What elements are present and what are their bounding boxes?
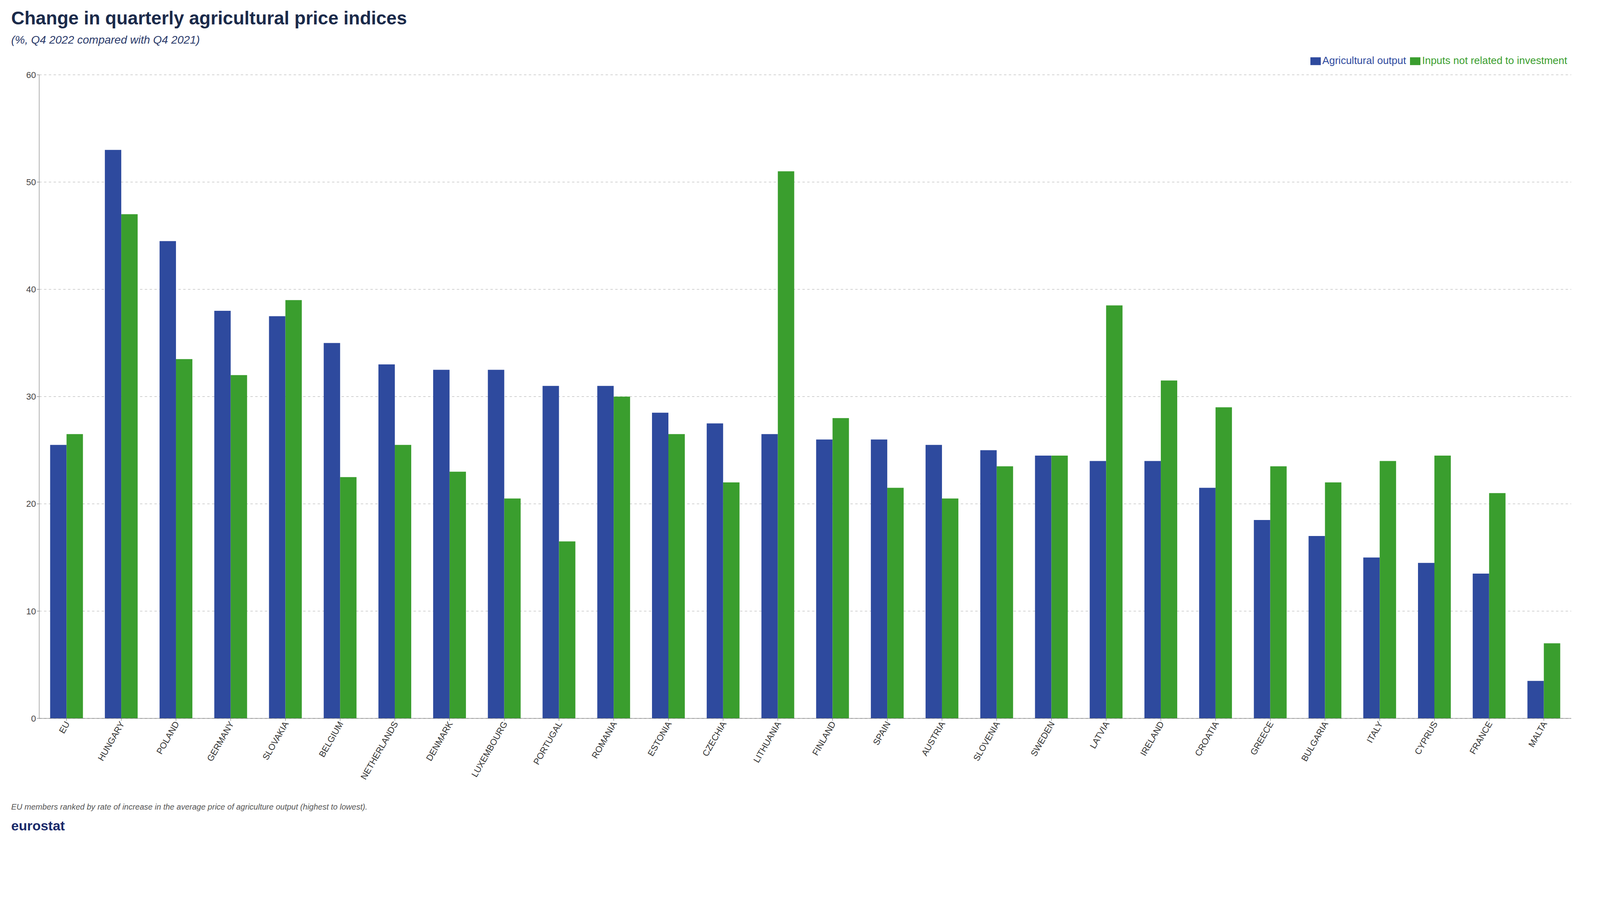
svg-text:HUNGARY: HUNGARY [96,719,127,763]
svg-text:BELGIUM: BELGIUM [316,719,346,759]
svg-text:GREECE: GREECE [1248,719,1276,757]
html-text:eurostat: eurostat [11,818,65,834]
svg-text:DENMARK: DENMARK [424,719,455,763]
svg-text:30: 30 [26,391,36,402]
svg-text:IRELAND: IRELAND [1138,719,1166,758]
html-text:Inputs not related to investme: Inputs not related to investment [1422,54,1568,67]
svg-text:FINLAND: FINLAND [810,719,838,758]
svg-text:FRANCE: FRANCE [1467,719,1495,756]
html-text:EU members ranked by rate of i: EU members ranked by rate of increase in… [11,802,368,812]
svg-text:ROMANIA: ROMANIA [589,719,619,761]
svg-text:LATVIA: LATVIA [1088,719,1112,751]
svg-text:CZECHIA: CZECHIA [700,719,729,758]
svg-text:CYPRUS: CYPRUS [1412,719,1440,757]
svg-text:CROATIA: CROATIA [1192,719,1221,758]
svg-text:AUSTRIA: AUSTRIA [919,719,948,758]
svg-text:MALTA: MALTA [1526,719,1550,749]
svg-text:SLOVAKIA: SLOVAKIA [260,719,291,762]
svg-text:GERMANY: GERMANY [204,719,236,764]
svg-text:EU: EU [56,719,72,736]
svg-text:ITALY: ITALY [1364,719,1386,745]
svg-text:LITHUANIA: LITHUANIA [751,719,783,765]
svg-text:POLAND: POLAND [154,719,182,756]
svg-text:BULGARIA: BULGARIA [1299,719,1330,764]
svg-text:ESTONIA: ESTONIA [645,719,674,758]
svg-text:0: 0 [31,713,36,724]
html-text:(%, Q4 2022 compared with Q4 2: (%, Q4 2022 compared with Q4 2021) [11,33,200,46]
svg-text:SPAIN: SPAIN [870,719,893,747]
html-text:Change in quarterly agricultur: Change in quarterly agricultural price i… [11,7,407,29]
svg-text:40: 40 [26,284,36,295]
svg-text:60: 60 [26,70,36,80]
svg-text:LUXEMBOURG: LUXEMBOURG [469,719,510,779]
svg-text:PORTUGAL: PORTUGAL [531,719,564,767]
svg-text:SWEDEN: SWEDEN [1028,719,1057,758]
svg-text:20: 20 [26,498,36,509]
html-text:Agricultural output: Agricultural output [1322,54,1407,67]
svg-text:SLOVENIA: SLOVENIA [971,719,1002,763]
svg-text:NETHERLANDS: NETHERLANDS [358,719,401,782]
svg-text:50: 50 [26,177,36,188]
svg-text:10: 10 [26,606,36,617]
